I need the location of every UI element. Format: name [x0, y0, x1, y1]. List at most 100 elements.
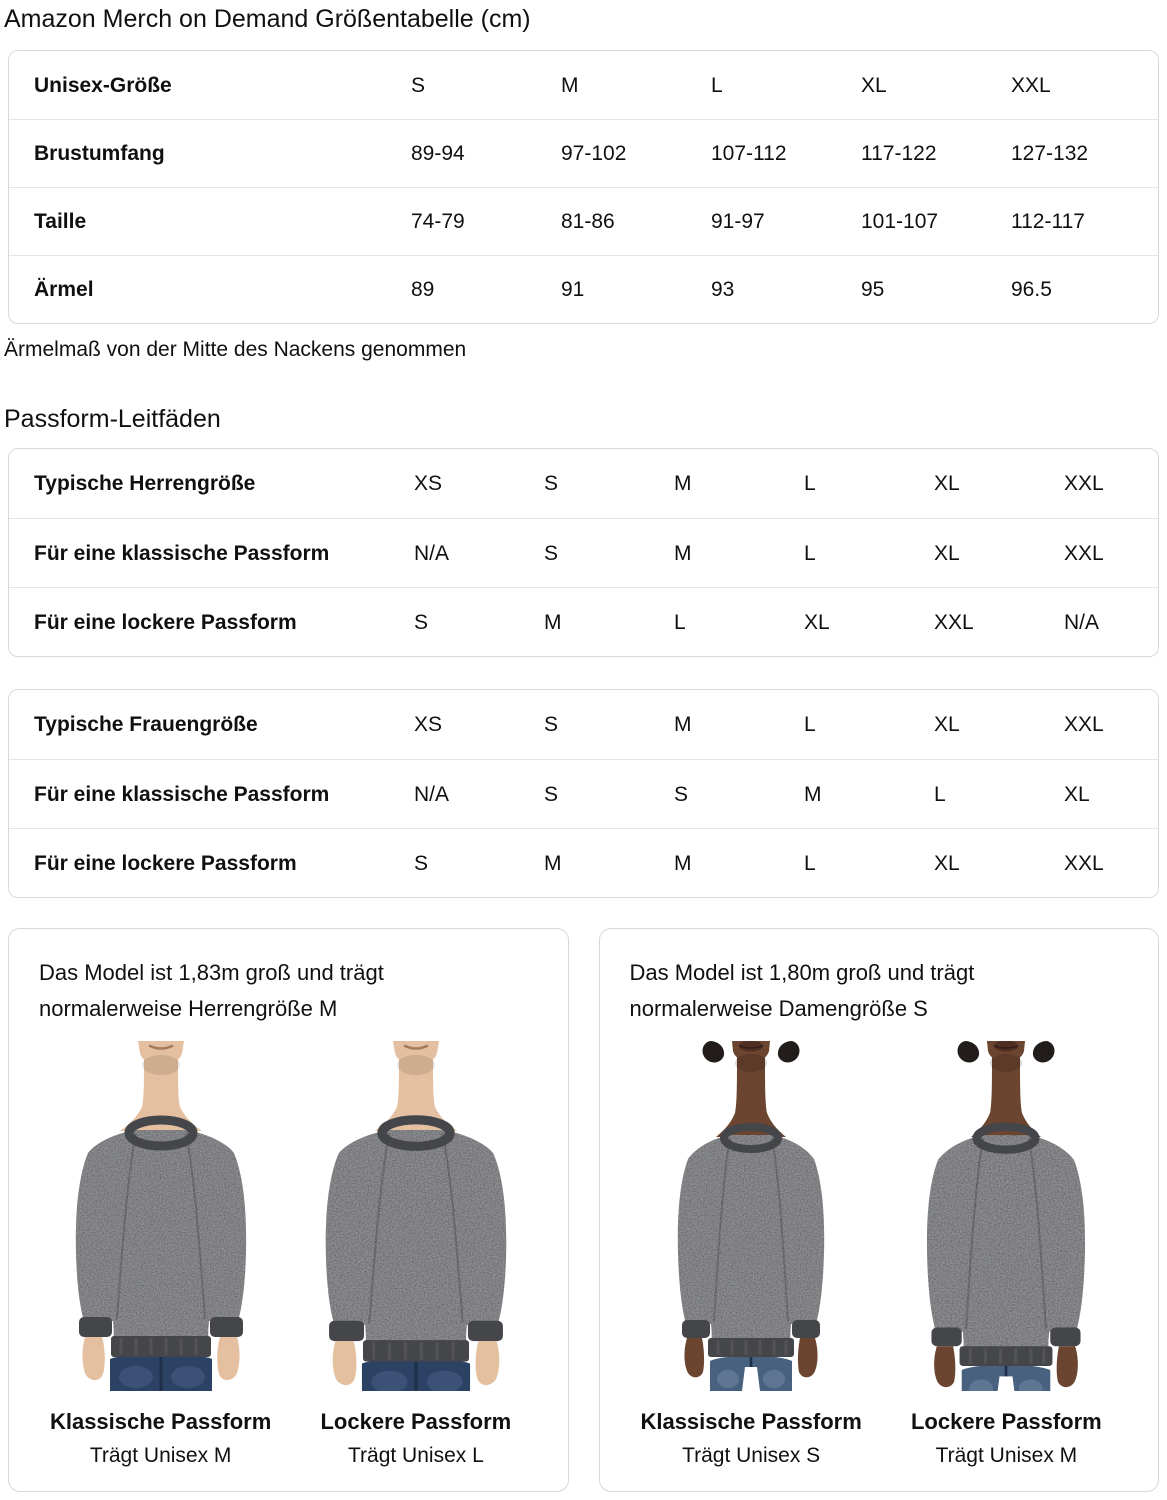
worn-size-label: Trägt Unisex L: [347, 1444, 484, 1467]
size-cell: S: [544, 713, 559, 736]
size-cell: S: [414, 610, 429, 634]
model-cards: Das Model ist 1,83m groß und trägt norma…: [8, 928, 1159, 1492]
row-label: Für eine lockere Passform: [34, 851, 297, 875]
size-cell: XL: [934, 851, 960, 875]
table-row: Für eine lockere Passform S M L XL XXL N…: [9, 587, 1158, 656]
size-cell: L: [711, 73, 723, 97]
size-cell: S: [411, 73, 426, 97]
size-cell: S: [544, 782, 559, 806]
size-cell: M: [804, 782, 822, 806]
size-cell: 91-97: [711, 210, 765, 233]
row-label: Typische Herrengröße: [34, 472, 256, 495]
fit-label: Klassische Passform: [640, 1409, 862, 1434]
size-cell: 81-86: [561, 210, 615, 233]
size-cell: XXL: [1064, 541, 1104, 565]
size-cell: M: [674, 541, 692, 565]
model-description: Das Model ist 1,83m groß und trägt norma…: [39, 960, 384, 1021]
size-cell: M: [561, 73, 579, 97]
size-cell: 107-112: [711, 142, 787, 165]
size-cell: L: [934, 782, 946, 806]
size-cell: 112-117: [1011, 210, 1085, 233]
size-cell: L: [804, 541, 816, 565]
size-cell: S: [544, 472, 559, 495]
table-row: Taille 74-79 81-86 91-97 101-107 112-117: [9, 187, 1158, 255]
page-title: Amazon Merch on Demand Größentabelle (cm…: [4, 5, 531, 33]
size-cell: 91: [561, 278, 585, 301]
loose-fit-figure: Lockere Passform Trägt Unisex L: [288, 1041, 543, 1469]
size-cell: XL: [934, 541, 960, 565]
worn-size-label: Trägt Unisex M: [935, 1444, 1078, 1467]
loose-fit-figure: Lockere Passform Trägt Unisex M: [879, 1041, 1134, 1469]
size-cell: S: [414, 851, 429, 875]
table-row: Brustumfang 89-94 97-102 107-112 117-122…: [9, 119, 1158, 187]
size-cell: 89-94: [411, 142, 465, 165]
size-cell: M: [674, 713, 692, 736]
size-cell: N/A: [1064, 610, 1100, 634]
size-cell: XS: [414, 713, 443, 736]
female-model-loose-fit-photo: [881, 1041, 1131, 1391]
worn-size-label: Trägt Unisex S: [682, 1444, 821, 1467]
size-cell: M: [544, 610, 562, 634]
size-cell: XL: [1064, 782, 1090, 806]
size-cell: N/A: [414, 782, 450, 806]
fit-label: Lockere Passform: [320, 1409, 512, 1434]
size-cell: XL: [934, 713, 960, 736]
fit-guides-title: Passform-Leitfäden: [4, 405, 221, 433]
table-row: Für eine klassische Passform N/A S M L X…: [9, 518, 1158, 587]
size-cell: XS: [414, 472, 443, 495]
size-cell: N/A: [414, 541, 450, 565]
row-label: Typische Frauengröße: [34, 713, 258, 736]
unisex-size-table: Unisex-Größe S M L XL XXL Brustumfang 89…: [8, 50, 1159, 324]
womens-fit-table: Typische Frauengröße XS S M L XL XXL Für…: [8, 689, 1159, 898]
size-cell: XL: [861, 73, 887, 97]
row-label: Für eine klassische Passform: [34, 541, 330, 565]
table-row: Für eine lockere Passform S M M L XL XXL: [9, 828, 1158, 897]
table-row: Ärmel 89 91 93 95 96.5: [9, 255, 1158, 323]
figure-row: Klassische Passform Trägt Unisex S Locke…: [624, 1041, 1135, 1469]
size-cell: L: [674, 610, 686, 634]
table-row: Typische Herrengröße XS S M L XL XXL: [9, 449, 1158, 518]
size-cell: M: [674, 851, 692, 875]
size-cell: XL: [804, 610, 830, 634]
size-cell: L: [804, 851, 816, 875]
size-cell: XXL: [1011, 73, 1051, 97]
male-model-card: Das Model ist 1,83m groß und trägt norma…: [8, 928, 569, 1492]
row-label: Unisex-Größe: [34, 73, 172, 97]
figure-row: Klassische Passform Trägt Unisex M Locke…: [33, 1041, 544, 1469]
size-cell: S: [544, 541, 559, 565]
table-row: Typische Frauengröße XS S M L XL XXL: [9, 690, 1158, 759]
row-label: Taille: [34, 210, 87, 233]
size-cell: 74-79: [411, 210, 465, 233]
size-cell: 93: [711, 278, 735, 301]
size-cell: M: [544, 851, 562, 875]
female-model-classic-fit-photo: [626, 1041, 876, 1391]
row-label: Für eine klassische Passform: [34, 782, 330, 806]
size-cell: 101-107: [861, 210, 939, 233]
female-model-card: Das Model ist 1,80m groß und trägt norma…: [598, 928, 1159, 1492]
model-description: Das Model ist 1,80m groß und trägt norma…: [629, 960, 975, 1021]
fit-label: Klassische Passform: [49, 1409, 272, 1434]
size-cell: XL: [934, 472, 960, 495]
size-cell: L: [804, 713, 816, 736]
size-cell: 89: [411, 278, 435, 301]
male-model-loose-fit-photo: [291, 1041, 541, 1391]
size-cell: XXL: [934, 610, 974, 634]
mens-fit-table: Typische Herrengröße XS S M L XL XXL Für…: [8, 448, 1159, 657]
size-cell: 127-132: [1011, 142, 1089, 165]
size-cell: XXL: [1064, 472, 1104, 495]
size-cell: 95: [861, 278, 885, 301]
size-cell: M: [674, 472, 692, 495]
row-label: Ärmel: [34, 278, 94, 301]
size-cell: 96.5: [1011, 278, 1052, 301]
table-row: Für eine klassische Passform N/A S S M L…: [9, 759, 1158, 828]
table-row: Unisex-Größe S M L XL XXL: [9, 51, 1158, 119]
row-label: Für eine lockere Passform: [34, 610, 297, 634]
classic-fit-figure: Klassische Passform Trägt Unisex M: [33, 1041, 288, 1469]
size-cell: 117-122: [861, 142, 937, 165]
male-model-classic-fit-photo: [36, 1041, 286, 1391]
worn-size-label: Trägt Unisex M: [89, 1444, 232, 1467]
size-cell: L: [804, 472, 816, 495]
classic-fit-figure: Klassische Passform Trägt Unisex S: [624, 1041, 879, 1469]
row-label: Brustumfang: [34, 142, 165, 165]
